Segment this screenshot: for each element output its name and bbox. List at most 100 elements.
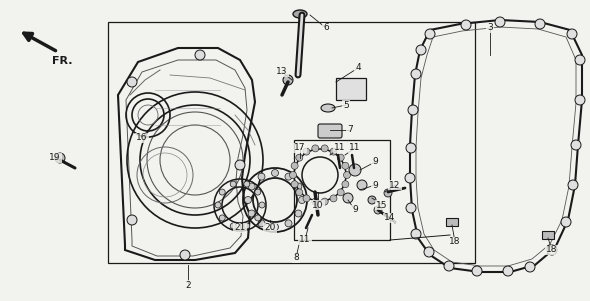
Circle shape xyxy=(244,181,250,187)
Bar xyxy=(336,78,366,100)
Text: 9: 9 xyxy=(372,181,378,190)
Circle shape xyxy=(295,210,302,217)
Circle shape xyxy=(567,29,577,39)
Circle shape xyxy=(472,266,482,276)
Text: 6: 6 xyxy=(323,23,329,33)
Circle shape xyxy=(425,29,435,39)
Circle shape xyxy=(343,172,350,178)
Circle shape xyxy=(357,180,367,190)
Circle shape xyxy=(571,140,581,150)
Circle shape xyxy=(337,189,344,196)
Text: 10: 10 xyxy=(312,200,324,209)
Circle shape xyxy=(285,173,292,180)
Circle shape xyxy=(406,203,416,213)
Bar xyxy=(542,231,554,239)
Text: 4: 4 xyxy=(355,64,361,73)
Circle shape xyxy=(258,173,265,180)
Circle shape xyxy=(568,180,578,190)
Circle shape xyxy=(424,247,434,257)
Circle shape xyxy=(230,223,236,229)
Text: 15: 15 xyxy=(376,200,388,209)
Circle shape xyxy=(312,198,319,205)
Text: FR.: FR. xyxy=(52,56,73,66)
Circle shape xyxy=(248,183,255,190)
Circle shape xyxy=(503,266,513,276)
Circle shape xyxy=(408,105,418,115)
Circle shape xyxy=(342,181,349,188)
Circle shape xyxy=(349,164,361,176)
Circle shape xyxy=(303,195,310,202)
Circle shape xyxy=(259,202,265,208)
Circle shape xyxy=(195,50,205,60)
Circle shape xyxy=(219,189,225,195)
Circle shape xyxy=(230,181,236,187)
Circle shape xyxy=(295,183,302,190)
Text: 17: 17 xyxy=(294,144,306,153)
Text: 9: 9 xyxy=(372,157,378,166)
Circle shape xyxy=(235,160,245,170)
Text: 14: 14 xyxy=(384,213,396,222)
Ellipse shape xyxy=(293,10,307,18)
Circle shape xyxy=(343,193,353,203)
Circle shape xyxy=(321,145,328,152)
Circle shape xyxy=(312,145,319,152)
Circle shape xyxy=(342,162,349,169)
Circle shape xyxy=(291,162,298,169)
Text: 20: 20 xyxy=(264,224,276,232)
Circle shape xyxy=(215,202,221,208)
Circle shape xyxy=(55,153,65,163)
Circle shape xyxy=(547,245,557,255)
Circle shape xyxy=(303,148,310,155)
Bar xyxy=(294,140,390,240)
Text: 12: 12 xyxy=(389,181,401,190)
Text: 11: 11 xyxy=(335,144,346,153)
Circle shape xyxy=(416,45,426,55)
FancyBboxPatch shape xyxy=(318,124,342,138)
Circle shape xyxy=(255,215,261,221)
Circle shape xyxy=(330,195,337,202)
Circle shape xyxy=(368,196,376,204)
Circle shape xyxy=(561,217,571,227)
Circle shape xyxy=(271,224,278,231)
Circle shape xyxy=(296,154,303,161)
Circle shape xyxy=(330,148,337,155)
Text: 2: 2 xyxy=(185,281,191,290)
Circle shape xyxy=(444,261,454,271)
Ellipse shape xyxy=(321,104,335,112)
Circle shape xyxy=(255,189,261,195)
Circle shape xyxy=(411,229,421,239)
Circle shape xyxy=(244,223,250,229)
Circle shape xyxy=(374,206,382,214)
Circle shape xyxy=(299,197,306,203)
Text: 8: 8 xyxy=(293,253,299,262)
Circle shape xyxy=(296,189,303,196)
Text: 11: 11 xyxy=(299,235,311,244)
Circle shape xyxy=(248,210,255,217)
Circle shape xyxy=(258,220,265,227)
Text: 13: 13 xyxy=(276,67,288,76)
Text: 19: 19 xyxy=(49,154,61,163)
Text: 18: 18 xyxy=(546,246,558,255)
Circle shape xyxy=(337,154,344,161)
Circle shape xyxy=(127,215,137,225)
Text: 9: 9 xyxy=(352,206,358,215)
Bar xyxy=(446,218,458,226)
Text: 5: 5 xyxy=(343,101,349,110)
Circle shape xyxy=(495,17,505,27)
Circle shape xyxy=(461,20,471,30)
Circle shape xyxy=(127,77,137,87)
Circle shape xyxy=(285,220,292,227)
Circle shape xyxy=(244,197,251,203)
Circle shape xyxy=(321,198,328,205)
Circle shape xyxy=(535,19,545,29)
Circle shape xyxy=(283,75,293,85)
Bar xyxy=(108,22,475,263)
Circle shape xyxy=(271,169,278,176)
Circle shape xyxy=(384,189,392,197)
Text: 16: 16 xyxy=(136,134,148,142)
Circle shape xyxy=(575,95,585,105)
Circle shape xyxy=(406,143,416,153)
Text: 7: 7 xyxy=(347,126,353,135)
Text: 18: 18 xyxy=(449,237,461,247)
Circle shape xyxy=(411,69,421,79)
